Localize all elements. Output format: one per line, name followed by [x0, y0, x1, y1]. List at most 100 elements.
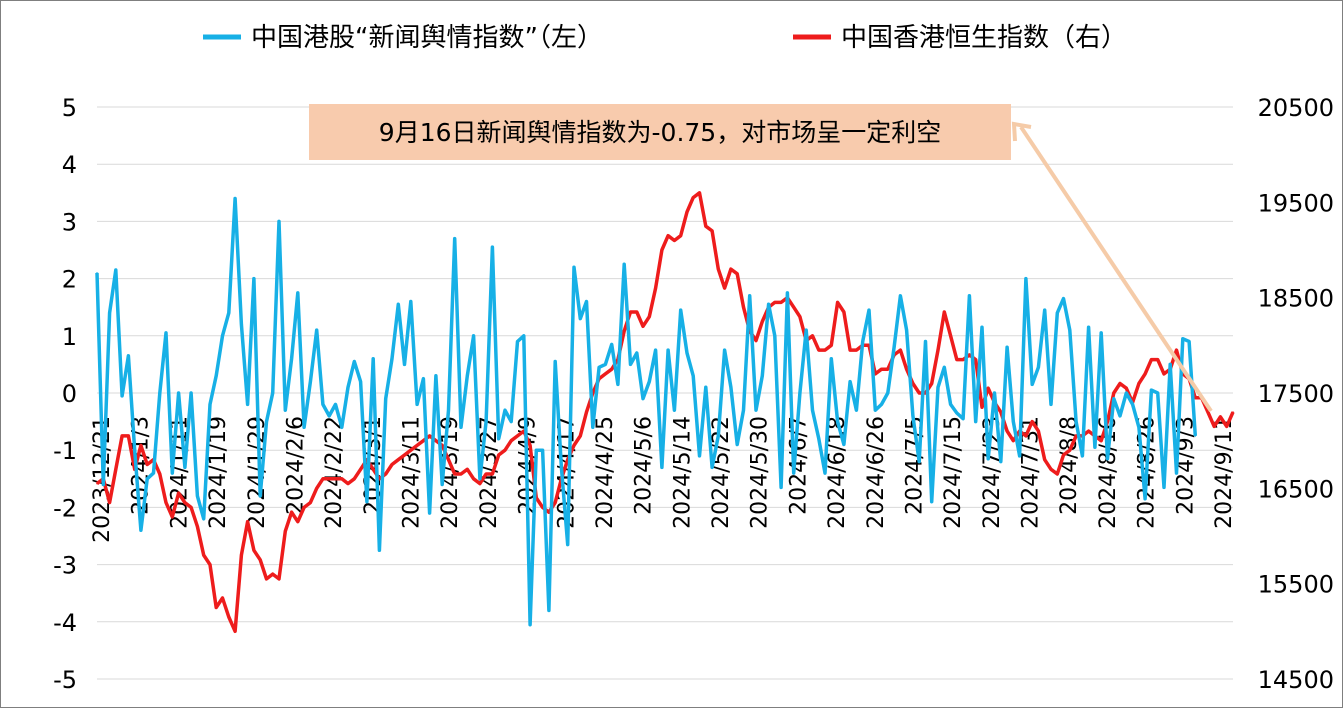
data-point — [1062, 297, 1065, 300]
data-point — [1037, 430, 1040, 432]
data-point — [441, 483, 444, 486]
data-point — [297, 292, 299, 294]
data-point — [466, 375, 469, 377]
data-point — [723, 287, 726, 289]
data-point — [1219, 416, 1222, 418]
data-point — [636, 352, 638, 354]
data-point — [1012, 420, 1015, 423]
series-line — [95, 191, 1235, 634]
data-point — [341, 478, 343, 480]
data-point — [1000, 460, 1002, 463]
data-point — [592, 426, 594, 429]
data-point — [748, 295, 751, 297]
data-point — [523, 335, 525, 337]
data-point — [1100, 439, 1102, 442]
data-point — [422, 439, 425, 442]
data-point — [171, 516, 174, 518]
data-point — [824, 349, 826, 351]
data-point — [849, 349, 851, 351]
data-point — [956, 412, 958, 414]
data-point — [610, 343, 613, 346]
data-point — [322, 478, 324, 480]
data-point — [736, 443, 738, 446]
data-point — [1188, 340, 1190, 343]
data-point — [403, 454, 406, 456]
data-point — [761, 375, 764, 377]
series-hsi — [95, 191, 1235, 634]
data-point — [271, 392, 274, 394]
data-point — [460, 473, 462, 475]
data-point — [228, 312, 230, 314]
data-point — [566, 543, 569, 546]
annotation-box — [309, 104, 1011, 160]
data-point — [692, 196, 694, 199]
data-point — [121, 395, 123, 397]
data-point — [378, 549, 381, 552]
x-tick-label: 2024/2/6 — [283, 416, 308, 515]
data-point — [541, 506, 544, 509]
data-point — [529, 623, 531, 626]
data-point — [1037, 366, 1040, 369]
data-point — [1069, 449, 1071, 452]
data-point — [679, 309, 682, 311]
data-point — [1225, 425, 1228, 428]
data-point — [686, 211, 688, 213]
x-tick-label: 2024/9/11 — [1212, 416, 1237, 529]
data-point — [1144, 498, 1146, 500]
y-left-tick-label: 0 — [62, 380, 77, 408]
data-point — [265, 420, 268, 423]
data-point — [234, 630, 236, 633]
x-tick-label: 2024/1/19 — [206, 416, 231, 529]
data-point — [152, 472, 155, 474]
data-point — [560, 466, 563, 469]
data-point — [353, 360, 356, 363]
data-point — [843, 443, 845, 446]
data-point — [1113, 397, 1115, 400]
data-point — [491, 246, 494, 248]
data-point — [705, 225, 707, 227]
data-point — [1156, 358, 1159, 361]
data-point — [717, 268, 720, 270]
data-point — [629, 363, 632, 366]
data-point — [271, 573, 274, 575]
data-point — [416, 444, 418, 447]
data-point — [755, 409, 757, 412]
data-point — [221, 597, 224, 599]
data-point — [278, 220, 280, 223]
data-point — [930, 382, 933, 385]
data-point — [887, 392, 889, 394]
legend: 中国港股“新闻舆情指数”（左） 中国香港恒生指数（右） — [203, 23, 1127, 53]
data-point — [962, 417, 964, 420]
data-point — [554, 501, 556, 504]
data-point — [937, 386, 939, 389]
data-point — [987, 387, 989, 390]
data-point — [290, 511, 293, 513]
data-point — [811, 335, 814, 337]
data-point — [284, 530, 287, 532]
data-point — [328, 478, 331, 480]
data-point — [253, 549, 255, 552]
data-point — [265, 578, 268, 580]
data-point — [912, 415, 914, 417]
data-point — [698, 455, 701, 457]
data-point — [818, 438, 820, 440]
data-point — [102, 483, 105, 486]
data-point — [893, 346, 895, 349]
data-point — [868, 309, 870, 311]
data-point — [140, 444, 142, 447]
annotation: 9月16日新闻舆情指数为-0.75，对市场呈一定利空 — [309, 104, 1213, 413]
data-point — [1000, 411, 1002, 413]
data-point — [159, 392, 161, 394]
data-point — [403, 363, 406, 366]
data-point — [805, 329, 807, 331]
y-left-tick-label: 5 — [62, 94, 77, 122]
data-point — [1018, 455, 1021, 457]
data-point — [705, 386, 707, 389]
y-right-tick-label: 18500 — [1258, 285, 1334, 313]
data-point — [949, 335, 952, 337]
x-tick-label: 2024/4/25 — [593, 416, 618, 529]
data-point — [221, 335, 224, 337]
data-point — [309, 380, 312, 383]
data-point — [573, 266, 575, 269]
y-left-tick-label: -3 — [53, 552, 77, 580]
